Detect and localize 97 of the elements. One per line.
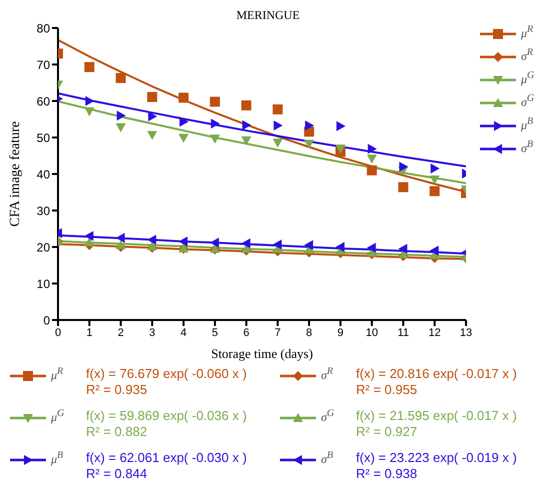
y-tick-label: 60 (36, 94, 50, 108)
point (241, 238, 250, 248)
point (304, 240, 314, 250)
text: σ$^{G}$ (321, 408, 334, 424)
point (336, 121, 346, 132)
point (305, 120, 314, 130)
point (241, 136, 252, 146)
text: f(x) = 59.869 exp( -0.036 x ) (86, 408, 247, 424)
point (272, 138, 283, 148)
point (241, 100, 252, 110)
text: σ$^{R}$ (521, 47, 534, 63)
point (398, 244, 408, 254)
text: μ$^{R}$ (51, 366, 64, 382)
point (210, 96, 220, 107)
point (116, 73, 126, 84)
x-tick-label: 6 (243, 326, 250, 339)
x-tick-label: 9 (337, 326, 344, 339)
legend-label: μ$^{G}$ (521, 70, 534, 86)
point (274, 120, 283, 130)
point (84, 107, 94, 116)
legend-label: μ$^{R}$ (521, 24, 534, 40)
x-tick-label: 7 (274, 326, 281, 339)
x-tick-label: 0 (54, 326, 62, 339)
point (178, 134, 189, 143)
point (430, 246, 439, 256)
point (84, 62, 94, 72)
y-tick-label: 40 (36, 167, 50, 182)
y-tick-label: 50 (36, 130, 50, 145)
point (147, 234, 156, 245)
x-tick-label: 8 (306, 326, 312, 339)
text: R² = 0.938 (356, 466, 418, 482)
legend-label: σ$^{R}$ (321, 366, 334, 382)
point (116, 110, 126, 121)
x-tick-label: 3 (149, 326, 156, 339)
point (84, 237, 94, 246)
y-tick-label: 30 (36, 204, 50, 218)
point (368, 144, 377, 154)
text: R² = 0.935 (86, 382, 148, 398)
point (178, 92, 189, 103)
y-tick-label: 20 (36, 240, 50, 254)
point (147, 241, 158, 250)
point (178, 236, 188, 247)
point (147, 92, 158, 102)
text: f(x) = 23.223 exp( -0.019 x ) (356, 450, 517, 466)
point (366, 154, 377, 164)
point (430, 186, 440, 196)
point (116, 123, 126, 132)
point (430, 164, 440, 174)
point (85, 96, 94, 106)
point (147, 130, 158, 140)
y-tick-label: 10 (36, 276, 50, 291)
chart-title: MERINGUE (235, 8, 301, 22)
point (116, 232, 125, 243)
point (399, 162, 408, 172)
point (272, 104, 283, 114)
x-tick-label: 10 (366, 326, 378, 339)
point (242, 120, 252, 130)
x-tick-label: 11 (398, 326, 409, 339)
x-tick-label: 1 (86, 326, 92, 339)
text: R² = 0.882 (86, 424, 148, 440)
legend-label: σ$^{B}$ (521, 139, 534, 155)
text: μ$^{G}$ (51, 408, 64, 424)
x-tick-label: 12 (428, 326, 441, 339)
y-tick-label: 70 (36, 58, 50, 72)
point (180, 116, 189, 127)
point (366, 165, 377, 176)
text: σ$^{B}$ (321, 450, 334, 466)
y-tick-label: 80 (36, 21, 50, 36)
x-tick-label: 2 (118, 326, 124, 339)
text: f(x) = 76.679 exp( -0.060 x ) (86, 366, 247, 382)
legend-label: μ$^{B}$ (521, 116, 534, 132)
point (335, 242, 344, 252)
x-tick-label: 5 (212, 326, 218, 339)
point (210, 118, 220, 129)
point (116, 240, 126, 250)
text: f(x) = 21.595 exp( -0.017 x ) (356, 408, 517, 424)
x-tick-label: 4 (180, 326, 187, 339)
text: R² = 0.844 (86, 466, 148, 482)
x-axis-title: Storage time (days) (211, 346, 313, 361)
text: μ$^{B}$ (51, 450, 64, 466)
y-tick-label: 0 (43, 313, 50, 328)
x-tick-label: 13 (460, 326, 472, 339)
text: f(x) = 62.061 exp( -0.030 x ) (86, 450, 247, 466)
point (335, 144, 346, 154)
legend-label: σ$^{G}$ (521, 93, 534, 109)
text: R² = 0.955 (356, 382, 418, 398)
point (272, 239, 282, 250)
point (398, 182, 408, 192)
point (210, 134, 220, 144)
point (304, 140, 314, 149)
text: R² = 0.927 (356, 424, 418, 440)
point (430, 175, 440, 184)
point (84, 231, 94, 242)
point (148, 111, 158, 122)
y-axis-title: CFA image feature (8, 121, 23, 227)
point (366, 242, 376, 253)
text: f(x) = 20.816 exp( -0.017 x ) (356, 366, 517, 382)
